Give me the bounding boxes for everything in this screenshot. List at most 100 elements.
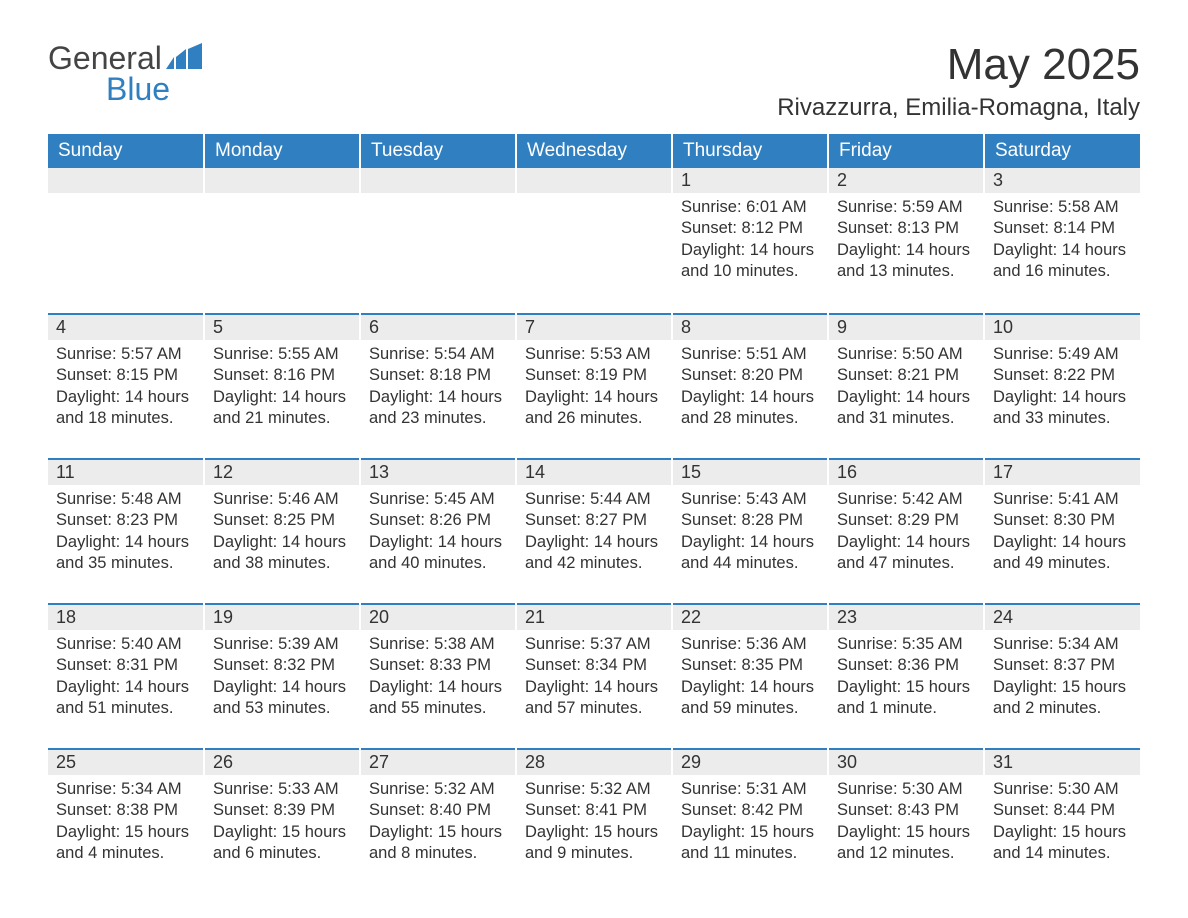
calendar-cell xyxy=(204,168,360,313)
calendar-cell: 16Sunrise: 5:42 AMSunset: 8:29 PMDayligh… xyxy=(828,458,984,603)
day-number: 28 xyxy=(517,748,671,775)
day-details: Sunrise: 5:50 AMSunset: 8:21 PMDaylight:… xyxy=(829,340,983,434)
day-number: 27 xyxy=(361,748,515,775)
day-details: Sunrise: 5:51 AMSunset: 8:20 PMDaylight:… xyxy=(673,340,827,434)
day-number xyxy=(205,168,359,193)
day-details: Sunrise: 5:45 AMSunset: 8:26 PMDaylight:… xyxy=(361,485,515,579)
day-number: 7 xyxy=(517,313,671,340)
calendar-cell: 19Sunrise: 5:39 AMSunset: 8:32 PMDayligh… xyxy=(204,603,360,748)
logo: General Blue xyxy=(48,40,206,108)
day-number: 19 xyxy=(205,603,359,630)
calendar-cell: 20Sunrise: 5:38 AMSunset: 8:33 PMDayligh… xyxy=(360,603,516,748)
day-number: 24 xyxy=(985,603,1140,630)
calendar-cell xyxy=(516,168,672,313)
day-number: 9 xyxy=(829,313,983,340)
day-number: 30 xyxy=(829,748,983,775)
day-details: Sunrise: 5:40 AMSunset: 8:31 PMDaylight:… xyxy=(48,630,203,724)
weekday-header: Wednesday xyxy=(516,134,672,168)
calendar-cell xyxy=(48,168,204,313)
day-number: 8 xyxy=(673,313,827,340)
day-number: 16 xyxy=(829,458,983,485)
day-details: Sunrise: 5:49 AMSunset: 8:22 PMDaylight:… xyxy=(985,340,1140,434)
calendar-body: 1Sunrise: 6:01 AMSunset: 8:12 PMDaylight… xyxy=(48,168,1140,893)
day-number: 11 xyxy=(48,458,203,485)
calendar-cell: 31Sunrise: 5:30 AMSunset: 8:44 PMDayligh… xyxy=(984,748,1140,893)
day-details: Sunrise: 5:34 AMSunset: 8:37 PMDaylight:… xyxy=(985,630,1140,724)
calendar-cell: 7Sunrise: 5:53 AMSunset: 8:19 PMDaylight… xyxy=(516,313,672,458)
calendar-cell: 2Sunrise: 5:59 AMSunset: 8:13 PMDaylight… xyxy=(828,168,984,313)
location: Rivazzurra, Emilia-Romagna, Italy xyxy=(777,94,1140,122)
weekday-header-row: SundayMondayTuesdayWednesdayThursdayFrid… xyxy=(48,134,1140,168)
day-details: Sunrise: 5:38 AMSunset: 8:33 PMDaylight:… xyxy=(361,630,515,724)
logo-chart-icon xyxy=(166,43,206,74)
calendar-cell: 29Sunrise: 5:31 AMSunset: 8:42 PMDayligh… xyxy=(672,748,828,893)
day-number: 22 xyxy=(673,603,827,630)
day-details: Sunrise: 5:55 AMSunset: 8:16 PMDaylight:… xyxy=(205,340,359,434)
day-details: Sunrise: 5:39 AMSunset: 8:32 PMDaylight:… xyxy=(205,630,359,724)
calendar-cell: 26Sunrise: 5:33 AMSunset: 8:39 PMDayligh… xyxy=(204,748,360,893)
month-title: May 2025 xyxy=(777,40,1140,90)
day-details: Sunrise: 5:43 AMSunset: 8:28 PMDaylight:… xyxy=(673,485,827,579)
calendar-cell: 24Sunrise: 5:34 AMSunset: 8:37 PMDayligh… xyxy=(984,603,1140,748)
calendar-cell: 28Sunrise: 5:32 AMSunset: 8:41 PMDayligh… xyxy=(516,748,672,893)
day-number: 5 xyxy=(205,313,359,340)
calendar-cell: 5Sunrise: 5:55 AMSunset: 8:16 PMDaylight… xyxy=(204,313,360,458)
calendar-week-row: 18Sunrise: 5:40 AMSunset: 8:31 PMDayligh… xyxy=(48,603,1140,748)
weekday-header: Thursday xyxy=(672,134,828,168)
calendar-cell: 21Sunrise: 5:37 AMSunset: 8:34 PMDayligh… xyxy=(516,603,672,748)
calendar-week-row: 4Sunrise: 5:57 AMSunset: 8:15 PMDaylight… xyxy=(48,313,1140,458)
day-details: Sunrise: 5:46 AMSunset: 8:25 PMDaylight:… xyxy=(205,485,359,579)
calendar-cell: 10Sunrise: 5:49 AMSunset: 8:22 PMDayligh… xyxy=(984,313,1140,458)
day-number: 4 xyxy=(48,313,203,340)
calendar-cell: 3Sunrise: 5:58 AMSunset: 8:14 PMDaylight… xyxy=(984,168,1140,313)
day-details: Sunrise: 5:48 AMSunset: 8:23 PMDaylight:… xyxy=(48,485,203,579)
day-details: Sunrise: 5:34 AMSunset: 8:38 PMDaylight:… xyxy=(48,775,203,869)
weekday-header: Sunday xyxy=(48,134,204,168)
calendar-cell: 11Sunrise: 5:48 AMSunset: 8:23 PMDayligh… xyxy=(48,458,204,603)
day-number: 1 xyxy=(673,168,827,193)
calendar-cell xyxy=(360,168,516,313)
day-details: Sunrise: 5:32 AMSunset: 8:41 PMDaylight:… xyxy=(517,775,671,869)
day-number: 10 xyxy=(985,313,1140,340)
day-number: 25 xyxy=(48,748,203,775)
day-details: Sunrise: 5:41 AMSunset: 8:30 PMDaylight:… xyxy=(985,485,1140,579)
day-number: 31 xyxy=(985,748,1140,775)
calendar-cell: 8Sunrise: 5:51 AMSunset: 8:20 PMDaylight… xyxy=(672,313,828,458)
day-details: Sunrise: 5:58 AMSunset: 8:14 PMDaylight:… xyxy=(985,193,1140,287)
day-number xyxy=(361,168,515,193)
day-details: Sunrise: 5:53 AMSunset: 8:19 PMDaylight:… xyxy=(517,340,671,434)
calendar-cell: 17Sunrise: 5:41 AMSunset: 8:30 PMDayligh… xyxy=(984,458,1140,603)
logo-text-blue: Blue xyxy=(106,71,206,108)
day-details: Sunrise: 5:35 AMSunset: 8:36 PMDaylight:… xyxy=(829,630,983,724)
day-details: Sunrise: 5:32 AMSunset: 8:40 PMDaylight:… xyxy=(361,775,515,869)
calendar-cell: 14Sunrise: 5:44 AMSunset: 8:27 PMDayligh… xyxy=(516,458,672,603)
day-number: 17 xyxy=(985,458,1140,485)
day-details: Sunrise: 6:01 AMSunset: 8:12 PMDaylight:… xyxy=(673,193,827,287)
day-details: Sunrise: 5:59 AMSunset: 8:13 PMDaylight:… xyxy=(829,193,983,287)
day-number: 14 xyxy=(517,458,671,485)
day-number xyxy=(48,168,203,193)
weekday-header: Saturday xyxy=(984,134,1140,168)
weekday-header: Friday xyxy=(828,134,984,168)
calendar-cell: 23Sunrise: 5:35 AMSunset: 8:36 PMDayligh… xyxy=(828,603,984,748)
day-number xyxy=(517,168,671,193)
day-number: 2 xyxy=(829,168,983,193)
day-details: Sunrise: 5:54 AMSunset: 8:18 PMDaylight:… xyxy=(361,340,515,434)
day-details: Sunrise: 5:44 AMSunset: 8:27 PMDaylight:… xyxy=(517,485,671,579)
day-number: 23 xyxy=(829,603,983,630)
calendar-cell: 1Sunrise: 6:01 AMSunset: 8:12 PMDaylight… xyxy=(672,168,828,313)
calendar-cell: 25Sunrise: 5:34 AMSunset: 8:38 PMDayligh… xyxy=(48,748,204,893)
day-details: Sunrise: 5:57 AMSunset: 8:15 PMDaylight:… xyxy=(48,340,203,434)
title-block: May 2025 Rivazzurra, Emilia-Romagna, Ita… xyxy=(777,40,1140,122)
day-details: Sunrise: 5:33 AMSunset: 8:39 PMDaylight:… xyxy=(205,775,359,869)
calendar-cell: 13Sunrise: 5:45 AMSunset: 8:26 PMDayligh… xyxy=(360,458,516,603)
calendar-cell: 9Sunrise: 5:50 AMSunset: 8:21 PMDaylight… xyxy=(828,313,984,458)
calendar-cell: 18Sunrise: 5:40 AMSunset: 8:31 PMDayligh… xyxy=(48,603,204,748)
day-details: Sunrise: 5:42 AMSunset: 8:29 PMDaylight:… xyxy=(829,485,983,579)
day-number: 3 xyxy=(985,168,1140,193)
day-number: 12 xyxy=(205,458,359,485)
calendar-cell: 30Sunrise: 5:30 AMSunset: 8:43 PMDayligh… xyxy=(828,748,984,893)
calendar-week-row: 25Sunrise: 5:34 AMSunset: 8:38 PMDayligh… xyxy=(48,748,1140,893)
calendar-week-row: 11Sunrise: 5:48 AMSunset: 8:23 PMDayligh… xyxy=(48,458,1140,603)
calendar-cell: 6Sunrise: 5:54 AMSunset: 8:18 PMDaylight… xyxy=(360,313,516,458)
